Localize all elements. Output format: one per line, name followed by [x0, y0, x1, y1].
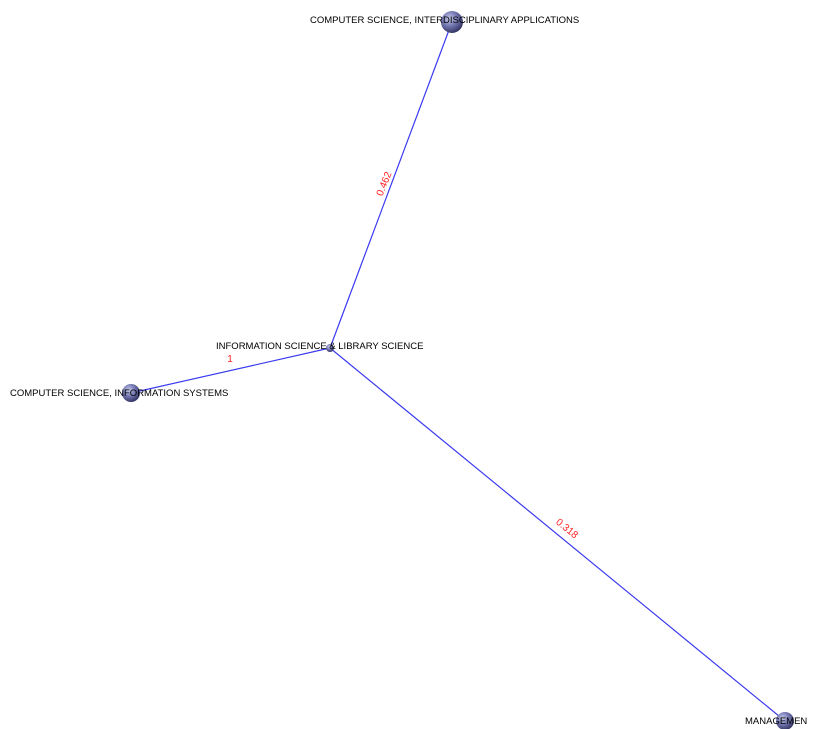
node-label: MANAGEMEN	[745, 716, 807, 727]
node-label: COMPUTER SCIENCE, INTERDISCIPLINARY APPL…	[310, 15, 579, 26]
nodes-layer	[122, 11, 794, 729]
edge-weight-label: 1	[227, 354, 233, 365]
edge-line	[130, 347, 331, 394]
node-label: INFORMATION SCIENCE & LIBRARY SCIENCE	[216, 341, 423, 352]
node-sphere[interactable]	[776, 712, 794, 729]
node-sphere[interactable]	[326, 344, 334, 352]
node-label: COMPUTER SCIENCE, INFORMATION SYSTEMS	[10, 388, 228, 399]
edge-line	[329, 21, 453, 349]
node-sphere[interactable]	[122, 384, 140, 402]
edges-layer	[130, 21, 786, 722]
edge-weight-label: 0.318	[553, 517, 580, 542]
edge-line	[329, 347, 786, 722]
node-sphere[interactable]	[441, 11, 463, 33]
